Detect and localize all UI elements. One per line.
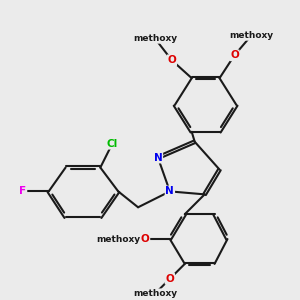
Text: methoxy: methoxy [133, 34, 177, 43]
Text: Cl: Cl [106, 139, 118, 149]
Text: O: O [230, 50, 239, 60]
Text: methoxy: methoxy [133, 289, 177, 298]
Text: methoxy: methoxy [229, 31, 273, 40]
Text: N: N [166, 186, 174, 197]
Text: methoxy: methoxy [96, 235, 140, 244]
Text: O: O [167, 55, 176, 65]
Text: F: F [19, 186, 26, 197]
Text: O: O [166, 274, 174, 284]
Text: N: N [154, 153, 162, 163]
Text: O: O [141, 234, 149, 244]
